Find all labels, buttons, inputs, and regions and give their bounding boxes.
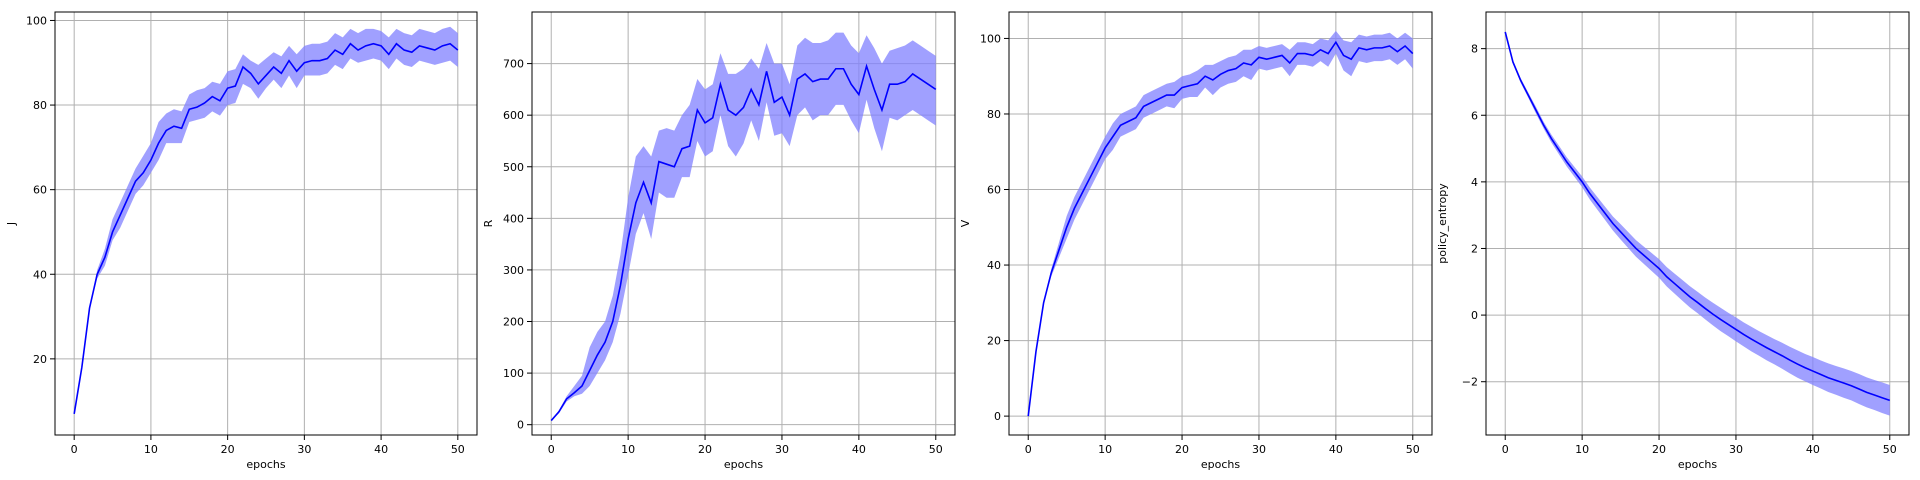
chart-panel-3: 0 10 20 30 40 50 0 20 40 60 80 100 epochs V xyxy=(959,11,1433,471)
confidence-band xyxy=(1028,30,1413,417)
confidence-band xyxy=(1505,31,1890,416)
confidence-band xyxy=(74,26,458,414)
y-tick-label: 300 xyxy=(503,264,524,277)
x-axis-label: epochs xyxy=(724,458,763,471)
y-tick-label: 600 xyxy=(503,109,524,122)
x-tick-label: 10 xyxy=(1098,443,1112,456)
mean-line xyxy=(550,63,937,422)
chart-panel-1: 0 10 20 30 40 50 20 40 60 80 100 epochs J xyxy=(5,11,478,471)
x-tick-label: 0 xyxy=(1025,443,1032,456)
y-tick-label: 40 xyxy=(33,268,47,281)
y-tick-label: 100 xyxy=(503,367,524,380)
y-tick-label: 20 xyxy=(33,353,47,366)
x-tick-label: 40 xyxy=(852,443,866,456)
mean-line xyxy=(1504,31,1891,402)
y-tick-label: 60 xyxy=(987,184,1001,197)
y-axis-label: R xyxy=(482,219,495,227)
axes-frame xyxy=(54,11,478,436)
x-tick-label: 40 xyxy=(374,443,388,456)
x-tick-label: 30 xyxy=(1252,443,1266,456)
y-tick-label: 40 xyxy=(987,259,1001,272)
x-tick-label: 20 xyxy=(1175,443,1189,456)
y-tick-label: 0 xyxy=(517,419,524,432)
y-axis-label: J xyxy=(5,222,18,226)
y-tick-label: 0 xyxy=(994,410,1001,423)
axes-frame xyxy=(1008,11,1433,436)
confidence-band xyxy=(551,32,936,421)
y-tick-label: 100 xyxy=(980,32,1001,45)
y-tick-label: 60 xyxy=(33,184,47,197)
x-tick-label: 30 xyxy=(1729,443,1743,456)
y-tick-label: 8 xyxy=(1471,43,1478,56)
mean-line xyxy=(73,42,459,414)
y-tick-label: 700 xyxy=(503,58,524,71)
y-tick-label: 100 xyxy=(26,14,47,27)
y-tick-label: −2 xyxy=(1462,376,1478,389)
x-tick-label: 10 xyxy=(1575,443,1589,456)
x-tick-label: 0 xyxy=(548,443,555,456)
x-tick-label: 0 xyxy=(1502,443,1509,456)
x-tick-label: 40 xyxy=(1806,443,1820,456)
y-tick-label: 4 xyxy=(1471,176,1478,189)
x-tick-label: 20 xyxy=(698,443,712,456)
y-tick-label: 6 xyxy=(1471,109,1478,122)
x-tick-label: 50 xyxy=(451,443,465,456)
mean-line xyxy=(1027,40,1414,417)
y-tick-label: 200 xyxy=(503,316,524,329)
y-tick-label: 0 xyxy=(1471,309,1478,322)
y-tick-label: 80 xyxy=(33,99,47,112)
x-tick-label: 0 xyxy=(71,443,78,456)
x-tick-label: 40 xyxy=(1329,443,1343,456)
x-axis-label: epochs xyxy=(246,458,285,471)
x-tick-label: 50 xyxy=(929,443,943,456)
x-axis-label: epochs xyxy=(1678,458,1717,471)
y-axis-label: V xyxy=(959,219,972,227)
x-tick-label: 20 xyxy=(1652,443,1666,456)
axes-frame xyxy=(531,11,956,436)
axes-frame xyxy=(1485,11,1910,436)
x-tick-label: 10 xyxy=(144,443,158,456)
y-tick-label: 2 xyxy=(1471,242,1478,255)
y-tick-label: 80 xyxy=(987,108,1001,121)
x-tick-label: 20 xyxy=(221,443,235,456)
y-tick-label: 500 xyxy=(503,161,524,174)
x-tick-label: 30 xyxy=(297,443,311,456)
x-axis-label: epochs xyxy=(1201,458,1240,471)
x-tick-label: 50 xyxy=(1883,443,1897,456)
y-tick-label: 400 xyxy=(503,212,524,225)
y-axis-label: policy_entropy xyxy=(1436,183,1449,264)
chart-panel-4: 0 10 20 30 40 50 −2 0 2 4 6 8 epochs policy_entropy xyxy=(1436,11,1910,471)
x-tick-label: 30 xyxy=(775,443,789,456)
x-tick-label: 10 xyxy=(621,443,635,456)
x-tick-label: 50 xyxy=(1406,443,1420,456)
y-tick-label: 20 xyxy=(987,335,1001,348)
